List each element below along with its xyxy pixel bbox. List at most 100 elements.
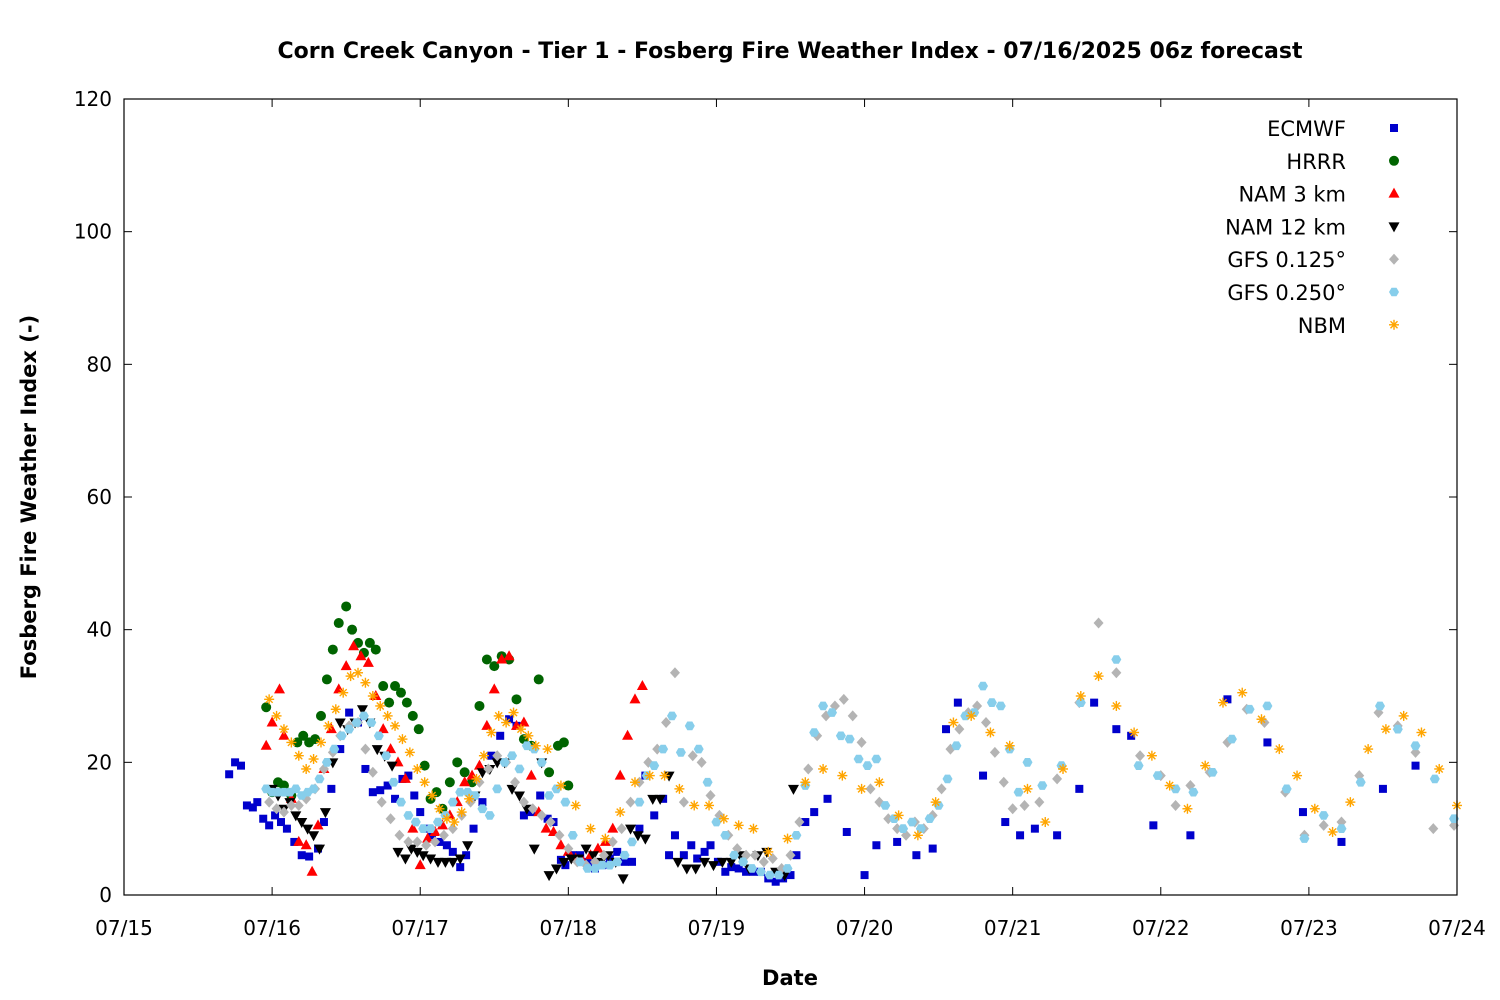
x-tick-label: 07/23 bbox=[1280, 916, 1338, 940]
data-point bbox=[1030, 824, 1039, 833]
data-point bbox=[447, 857, 459, 868]
data-point bbox=[413, 724, 424, 735]
data-point bbox=[674, 783, 685, 794]
data-point bbox=[687, 841, 696, 850]
data-point bbox=[823, 794, 832, 803]
data-point bbox=[785, 849, 796, 861]
data-point bbox=[1263, 738, 1272, 747]
data-point bbox=[530, 740, 541, 751]
data-point bbox=[293, 835, 305, 846]
data-point bbox=[1237, 687, 1248, 698]
data-point bbox=[432, 857, 444, 868]
data-point bbox=[489, 661, 500, 672]
data-point bbox=[622, 729, 634, 740]
series-hrrr bbox=[261, 601, 574, 814]
legend: ECMWF HRRR NAM 3 km NAM 12 km GFS 0.125° GFS … bbox=[1225, 117, 1400, 338]
data-point bbox=[274, 683, 286, 694]
data-point bbox=[565, 854, 577, 865]
data-point bbox=[1363, 744, 1374, 755]
data-point bbox=[521, 741, 532, 751]
data-point bbox=[477, 804, 488, 814]
data-point bbox=[1004, 740, 1015, 751]
data-point bbox=[296, 818, 308, 829]
data-point bbox=[528, 844, 540, 855]
data-point bbox=[978, 681, 988, 691]
legend-label: NBM bbox=[1298, 314, 1346, 338]
data-point bbox=[293, 799, 304, 811]
data-point bbox=[362, 656, 374, 667]
data-point bbox=[718, 813, 729, 824]
data-point bbox=[399, 772, 411, 783]
data-point bbox=[425, 824, 436, 833]
data-point bbox=[898, 824, 909, 833]
data-point bbox=[364, 637, 375, 648]
data-point bbox=[367, 691, 378, 701]
data-point bbox=[948, 717, 959, 728]
x-tick-label: 07/22 bbox=[1132, 916, 1190, 940]
data-point bbox=[592, 842, 604, 853]
data-point bbox=[388, 777, 399, 787]
data-point bbox=[447, 823, 458, 835]
data-point bbox=[985, 727, 996, 738]
data-point bbox=[1007, 803, 1018, 815]
data-point bbox=[536, 791, 545, 800]
data-point bbox=[330, 704, 341, 715]
data-point bbox=[264, 694, 275, 705]
data-point bbox=[588, 851, 600, 862]
data-point bbox=[373, 731, 384, 741]
data-point bbox=[403, 836, 414, 848]
data-point bbox=[1416, 727, 1427, 738]
data-point bbox=[1111, 700, 1122, 711]
data-point bbox=[1256, 714, 1267, 725]
data-point bbox=[371, 745, 383, 756]
data-point bbox=[639, 834, 651, 845]
x-tick-label: 07/16 bbox=[243, 916, 301, 940]
legend-marker bbox=[1388, 187, 1400, 198]
data-point bbox=[1398, 710, 1409, 721]
data-point bbox=[459, 776, 471, 787]
data-point bbox=[627, 837, 637, 847]
data-point bbox=[449, 817, 460, 828]
data-point bbox=[315, 710, 326, 721]
data-point bbox=[699, 857, 711, 868]
data-point bbox=[690, 864, 702, 875]
data-point bbox=[773, 870, 784, 880]
data-point bbox=[469, 824, 478, 833]
data-point bbox=[693, 744, 704, 754]
data-point bbox=[930, 797, 941, 808]
data-point bbox=[1090, 698, 1099, 707]
data-point bbox=[705, 790, 716, 801]
data-point bbox=[501, 717, 512, 728]
y-tick-label: 0 bbox=[99, 883, 112, 907]
data-point bbox=[327, 644, 338, 655]
data-point bbox=[818, 763, 829, 774]
data-point bbox=[634, 797, 645, 807]
data-point bbox=[276, 818, 285, 827]
data-point bbox=[444, 777, 455, 788]
data-point bbox=[298, 730, 309, 741]
data-point bbox=[265, 821, 274, 830]
data-point bbox=[527, 803, 538, 815]
data-point bbox=[617, 874, 629, 885]
data-point bbox=[351, 718, 362, 727]
data-point bbox=[827, 708, 837, 717]
data-point bbox=[567, 831, 578, 840]
data-point bbox=[536, 809, 547, 821]
data-point bbox=[278, 724, 289, 735]
data-point bbox=[375, 700, 386, 711]
data-point bbox=[319, 818, 328, 827]
data-point bbox=[361, 764, 370, 773]
data-point bbox=[338, 687, 349, 698]
data-point bbox=[1170, 784, 1181, 794]
data-point bbox=[455, 787, 466, 797]
series-nam-3-km bbox=[260, 640, 648, 876]
data-point bbox=[1093, 617, 1104, 629]
data-point bbox=[334, 718, 346, 729]
data-point bbox=[672, 857, 684, 868]
data-point bbox=[271, 710, 282, 721]
data-point bbox=[810, 808, 819, 817]
data-point bbox=[293, 750, 304, 761]
data-point bbox=[1200, 760, 1211, 771]
data-point bbox=[787, 784, 799, 795]
data-point bbox=[635, 824, 644, 833]
